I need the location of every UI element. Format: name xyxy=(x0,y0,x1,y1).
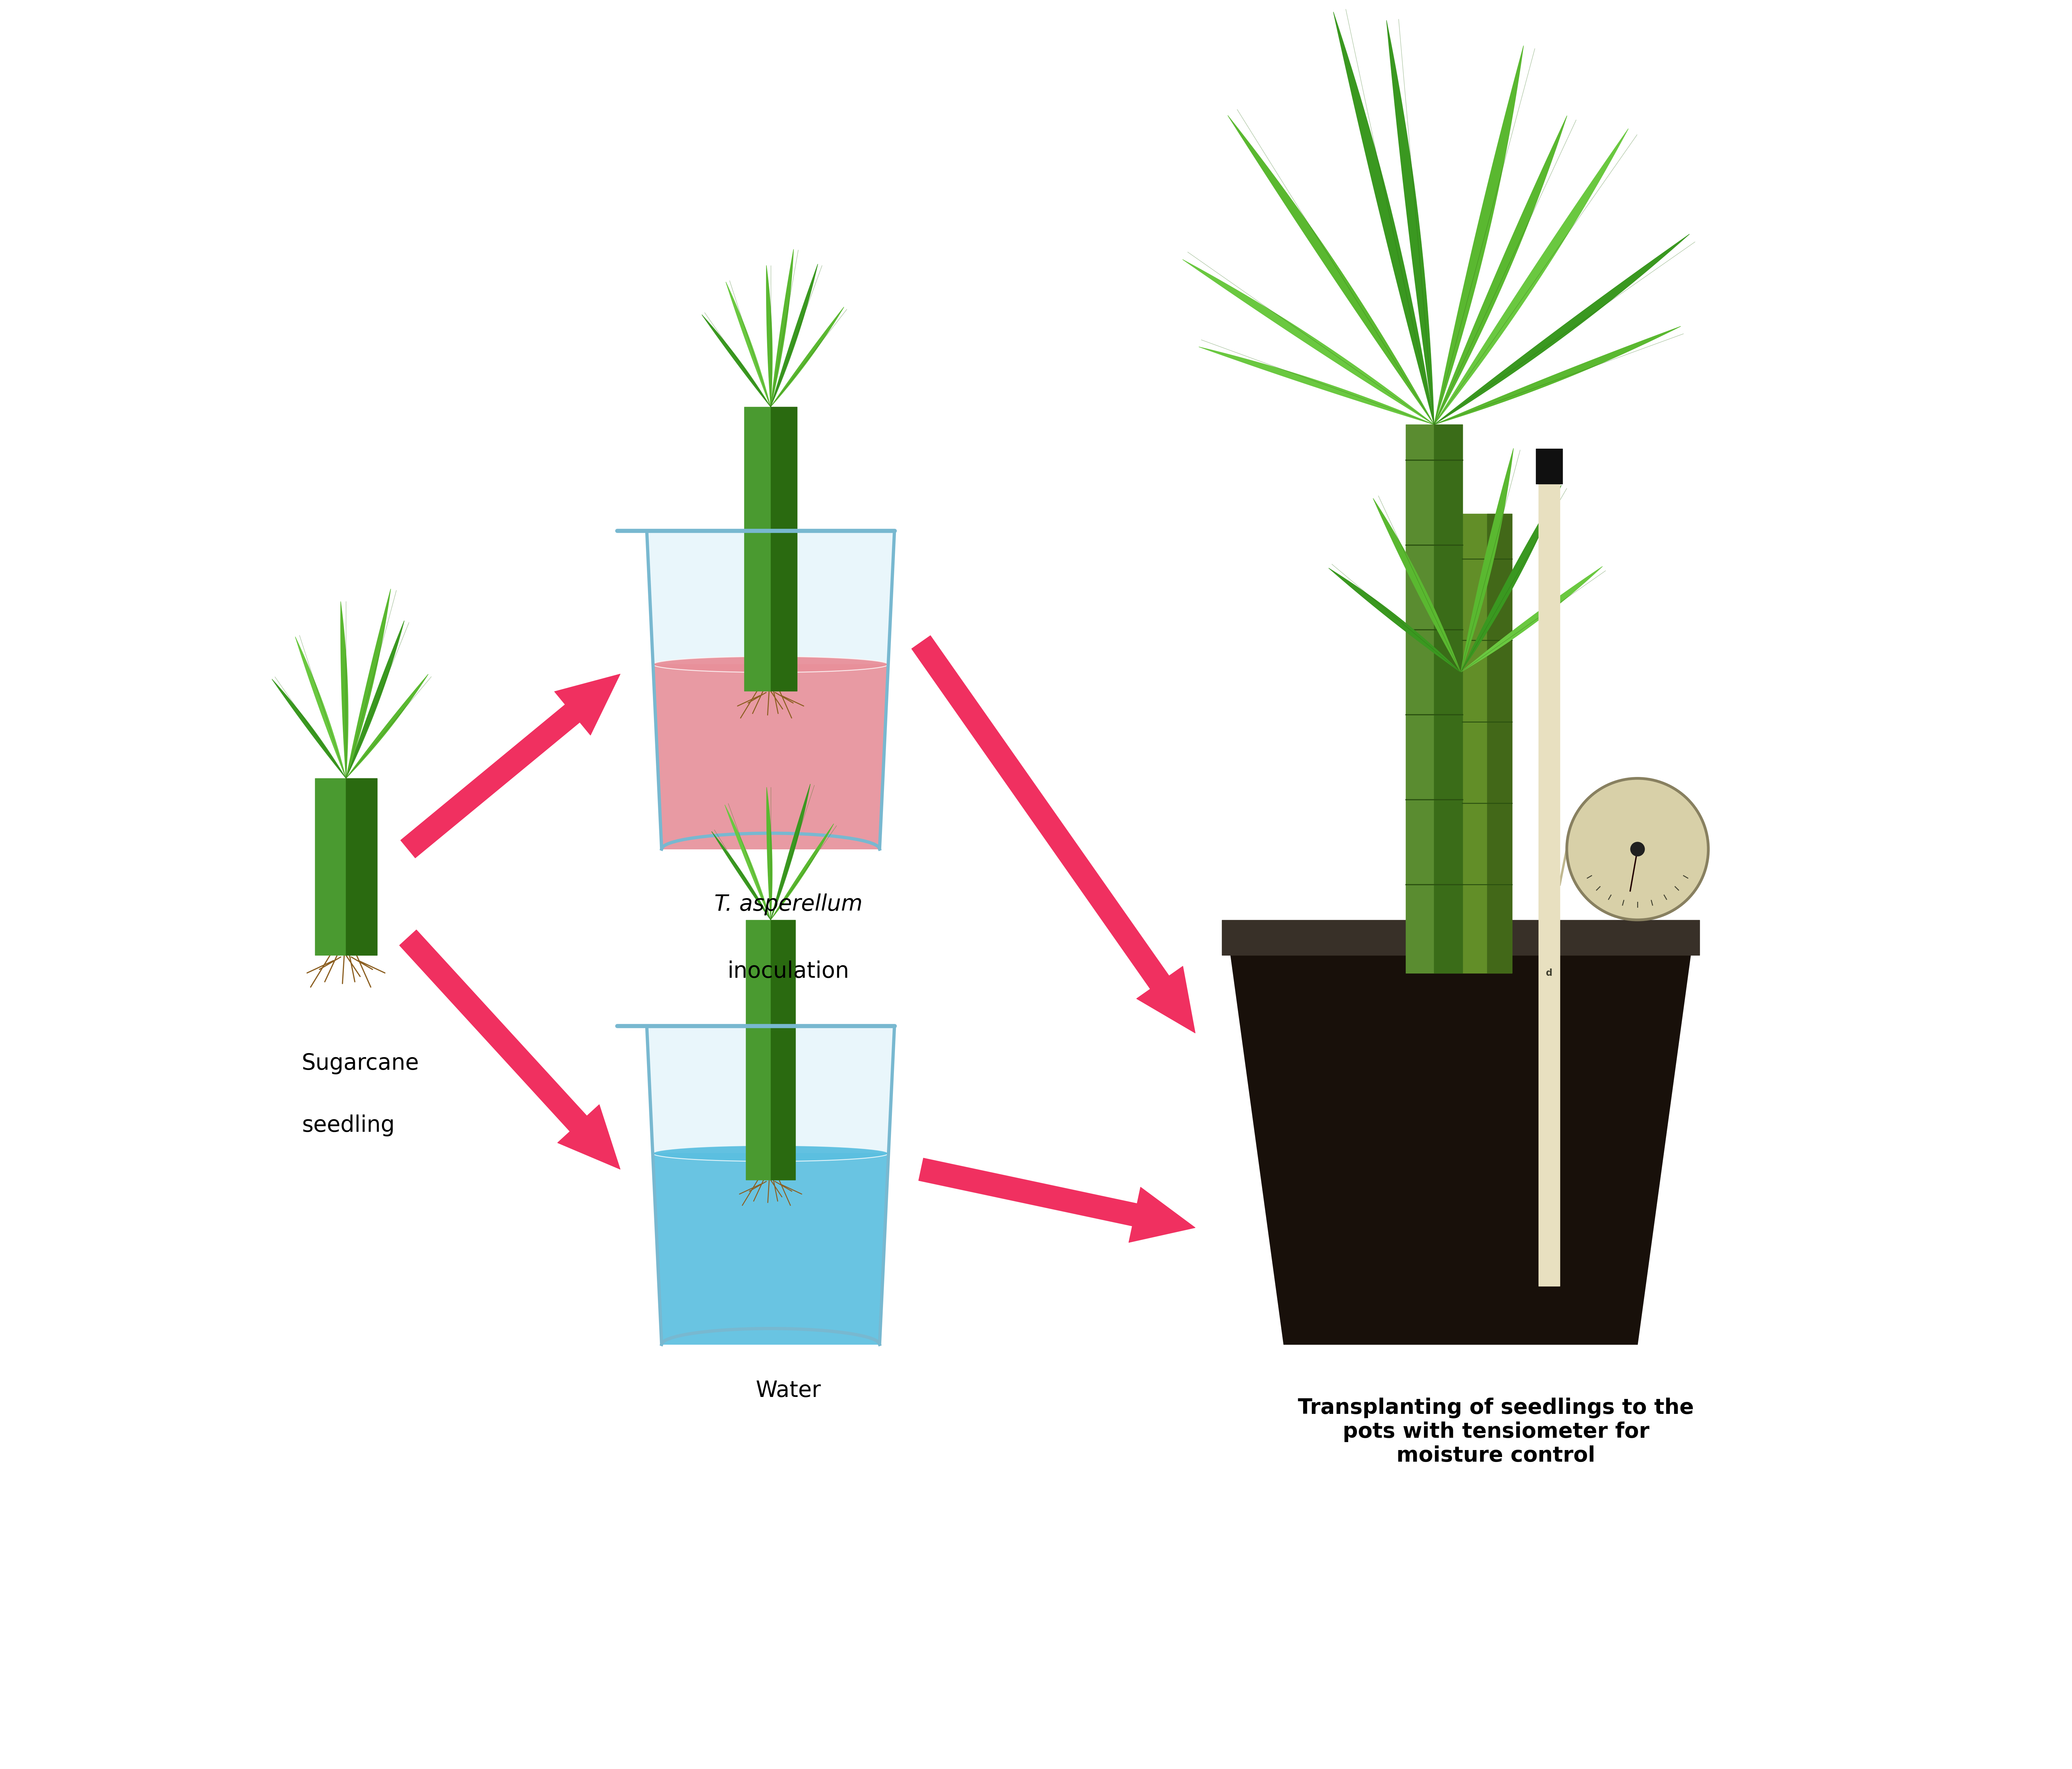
Polygon shape xyxy=(1328,568,1461,672)
Text: inoculation: inoculation xyxy=(727,961,850,982)
Polygon shape xyxy=(346,621,404,778)
Polygon shape xyxy=(1434,115,1566,425)
Polygon shape xyxy=(771,920,796,1180)
Polygon shape xyxy=(725,805,771,920)
Polygon shape xyxy=(771,308,843,407)
Circle shape xyxy=(1631,842,1645,856)
Text: Sugarcane: Sugarcane xyxy=(303,1053,419,1074)
Polygon shape xyxy=(1200,347,1434,425)
Polygon shape xyxy=(1285,1327,1637,1344)
Polygon shape xyxy=(1488,513,1513,973)
Polygon shape xyxy=(767,265,773,407)
Polygon shape xyxy=(1434,46,1523,425)
Polygon shape xyxy=(1434,129,1629,425)
Polygon shape xyxy=(711,831,771,920)
Polygon shape xyxy=(340,601,348,778)
Polygon shape xyxy=(771,264,818,407)
Polygon shape xyxy=(1461,566,1602,672)
Text: seedling: seedling xyxy=(303,1114,396,1136)
Polygon shape xyxy=(746,920,796,1180)
Text: Transplanting of seedlings to the
pots with tensiometer for
moisture control: Transplanting of seedlings to the pots w… xyxy=(1297,1398,1695,1467)
Polygon shape xyxy=(771,824,833,920)
Polygon shape xyxy=(1535,449,1562,485)
Polygon shape xyxy=(653,1146,889,1160)
Polygon shape xyxy=(744,407,798,692)
Polygon shape xyxy=(725,281,771,407)
Polygon shape xyxy=(771,249,794,407)
Polygon shape xyxy=(646,1026,895,1344)
Polygon shape xyxy=(1183,260,1434,425)
Polygon shape xyxy=(1463,513,1513,973)
Polygon shape xyxy=(1434,234,1689,425)
Polygon shape xyxy=(346,674,429,778)
Polygon shape xyxy=(271,679,346,778)
Polygon shape xyxy=(653,1153,889,1344)
Polygon shape xyxy=(294,637,346,778)
Polygon shape xyxy=(1334,12,1434,425)
FancyArrow shape xyxy=(400,674,620,858)
Polygon shape xyxy=(646,531,895,849)
Polygon shape xyxy=(1386,19,1434,425)
Polygon shape xyxy=(1231,955,1691,1344)
Circle shape xyxy=(1566,778,1707,920)
Polygon shape xyxy=(1461,448,1513,672)
Polygon shape xyxy=(653,656,889,672)
Polygon shape xyxy=(1229,115,1434,425)
Polygon shape xyxy=(771,407,798,692)
Polygon shape xyxy=(1222,920,1699,955)
FancyArrow shape xyxy=(918,1159,1196,1242)
Polygon shape xyxy=(346,589,392,778)
Polygon shape xyxy=(702,315,771,407)
Polygon shape xyxy=(767,787,773,920)
Text: d: d xyxy=(1546,968,1552,978)
FancyArrow shape xyxy=(912,635,1196,1033)
Polygon shape xyxy=(1539,485,1560,1286)
Polygon shape xyxy=(315,778,377,955)
Polygon shape xyxy=(1434,425,1463,973)
Polygon shape xyxy=(771,784,810,920)
Polygon shape xyxy=(653,665,889,849)
Polygon shape xyxy=(1434,325,1680,425)
Polygon shape xyxy=(1405,425,1463,973)
Text: Water: Water xyxy=(756,1380,821,1401)
FancyArrow shape xyxy=(400,930,620,1169)
Polygon shape xyxy=(1374,499,1461,672)
Polygon shape xyxy=(1461,485,1562,672)
Polygon shape xyxy=(346,778,377,955)
Text: T. asperellum: T. asperellum xyxy=(715,893,862,915)
